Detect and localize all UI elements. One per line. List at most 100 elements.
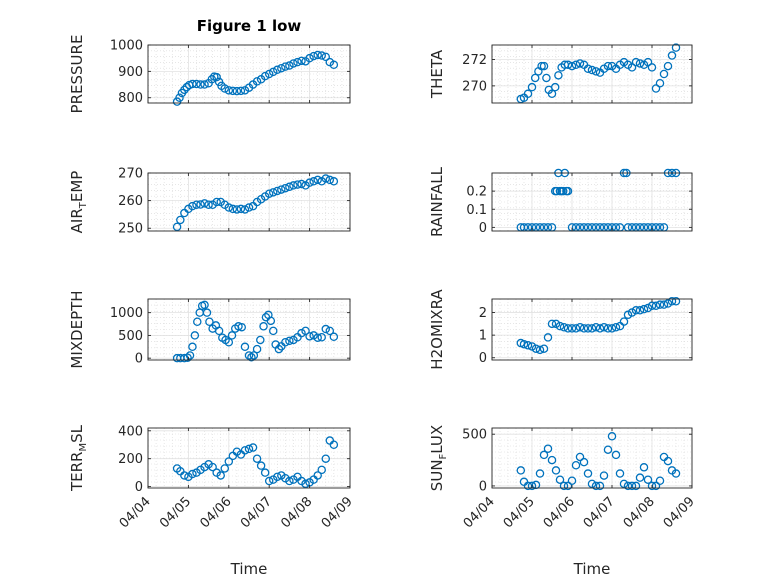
data-point — [655, 78, 665, 88]
data-point — [175, 93, 184, 102]
data-point — [655, 300, 665, 309]
data-point — [325, 175, 335, 185]
data-point — [647, 481, 657, 491]
data-point — [599, 471, 609, 480]
data-point — [635, 473, 645, 482]
data-point — [321, 454, 331, 463]
data-point — [277, 185, 286, 194]
data-point — [531, 344, 541, 353]
data-point — [260, 71, 270, 81]
data-point — [583, 324, 593, 333]
x-tick-label: 04/08 — [621, 494, 658, 531]
figure-title: Figure 1 low — [197, 17, 302, 35]
axes-box — [491, 44, 693, 104]
data-point — [313, 333, 322, 342]
data-point — [595, 324, 605, 333]
y-tick-label: 0 — [479, 221, 487, 236]
y-tick-label: 900 — [118, 65, 143, 80]
subplot-pressure: 800 900 1000 PRESSURE — [68, 35, 351, 113]
data-point — [264, 476, 274, 486]
data-point — [539, 450, 549, 460]
data-point — [227, 331, 237, 340]
data-point — [252, 454, 262, 463]
data-point — [289, 181, 298, 190]
y-axis-label: AIRTEMP — [68, 171, 89, 234]
data-point — [297, 328, 306, 338]
data-point — [273, 472, 282, 482]
data-point — [289, 59, 298, 68]
data-point — [643, 57, 653, 67]
data-point — [248, 443, 258, 452]
axes-box — [147, 427, 351, 489]
data-point — [531, 480, 541, 490]
subplot-terr_msl: 0 200 400 04/04 04/05 04/06 04/07 04/08 04/09 Tim… — [68, 424, 356, 578]
data-point — [519, 339, 529, 349]
data-point — [542, 73, 551, 83]
data-point — [583, 64, 593, 73]
data-point — [563, 324, 573, 333]
data-point — [247, 353, 256, 362]
y-tick-label: 260 — [118, 194, 143, 209]
data-point — [274, 344, 284, 354]
data-point — [212, 197, 221, 207]
data-point — [552, 186, 562, 196]
data-point — [611, 450, 621, 460]
data-point — [281, 183, 290, 193]
data-point — [575, 59, 585, 68]
y-tick-label: 1000 — [110, 306, 143, 321]
data-point — [631, 57, 641, 67]
data-point — [176, 215, 185, 225]
data-point — [185, 351, 195, 360]
data-point — [671, 43, 681, 52]
data-point — [563, 60, 573, 70]
data-point — [663, 456, 673, 466]
axes-box — [491, 172, 693, 232]
x-axis-label: Time — [230, 560, 268, 578]
data-point — [285, 182, 294, 192]
data-point — [619, 317, 629, 326]
data-point — [268, 67, 278, 77]
data-point — [281, 62, 290, 71]
data-point — [575, 322, 585, 332]
y-tick-label: 0.1 — [466, 203, 487, 218]
x-tick-label: 04/09 — [661, 494, 698, 531]
data-point — [305, 178, 314, 187]
x-tick-label: 04/09 — [319, 494, 356, 531]
data-point — [329, 332, 339, 342]
data-point — [535, 345, 545, 355]
data-point — [329, 440, 339, 449]
data-point — [252, 77, 262, 86]
data-point — [256, 461, 266, 470]
data-point — [551, 466, 561, 475]
axes-box — [147, 172, 351, 232]
subplot-air_temp: 250 260 270 AIRTEMP — [68, 167, 351, 237]
data-point — [256, 335, 265, 345]
data-point — [659, 69, 669, 79]
data-point — [313, 471, 322, 480]
data-point — [202, 308, 212, 317]
data-point — [244, 351, 254, 360]
data-point — [264, 189, 274, 198]
data-point — [547, 455, 557, 465]
data-point — [607, 324, 617, 333]
y-tick-label: 400 — [118, 424, 143, 439]
x-tick-label: 04/06 — [541, 494, 578, 531]
subplot-mixdepth: 0 500 1000 MIXDEPTH — [68, 290, 351, 369]
data-point — [216, 471, 225, 480]
y-axis-label: THETA — [428, 49, 446, 99]
data-point — [329, 177, 339, 186]
data-point — [317, 465, 326, 475]
data-point — [273, 186, 282, 196]
data-point — [305, 53, 314, 63]
data-point — [281, 337, 290, 347]
data-point — [550, 82, 560, 92]
data-point — [260, 468, 270, 477]
data-point — [547, 319, 557, 329]
data-point — [571, 460, 581, 470]
data-point — [627, 481, 637, 491]
y-tick-label: 250 — [118, 222, 143, 237]
data-point — [309, 331, 318, 340]
data-point — [567, 324, 577, 333]
data-point — [297, 56, 306, 66]
data-point — [224, 337, 234, 347]
